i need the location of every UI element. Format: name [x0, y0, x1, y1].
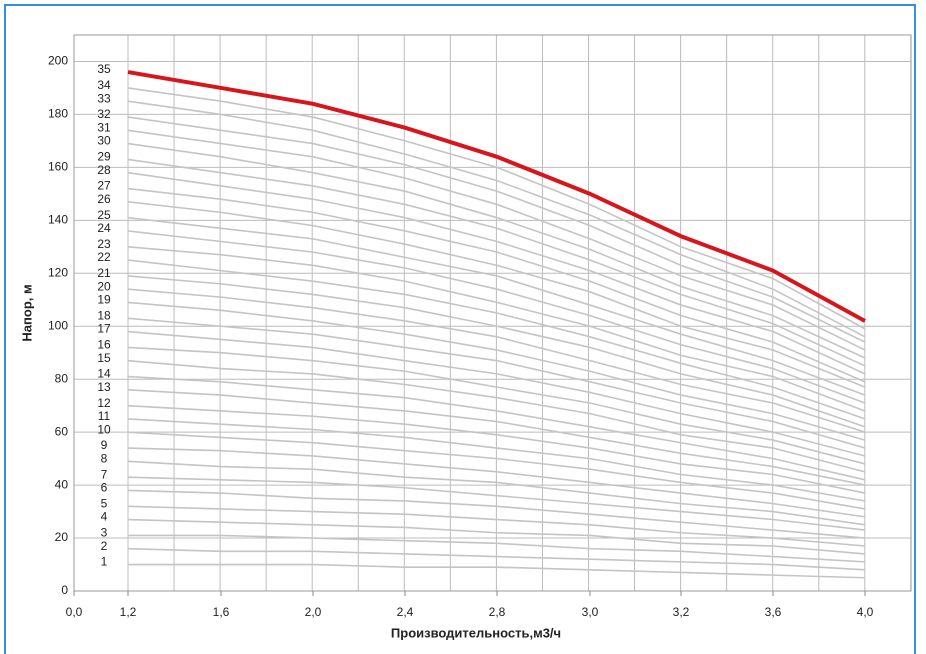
- y-tick-label: 180: [48, 107, 68, 121]
- series-label: 18: [97, 308, 111, 322]
- series-label: 25: [97, 208, 111, 222]
- series-label: 34: [97, 78, 111, 92]
- series-label: 9: [101, 438, 108, 452]
- x-tick-label: 2,4: [397, 605, 414, 619]
- series-label: 12: [97, 396, 111, 410]
- series-label: 7: [101, 467, 108, 481]
- series-label: 13: [97, 380, 111, 394]
- series-label: 8: [101, 451, 108, 465]
- series-line: [127, 70, 866, 323]
- x-axis-title: Производительность,м3/ч: [391, 625, 561, 640]
- series-label: 20: [97, 279, 111, 293]
- series-label: 6: [101, 481, 108, 495]
- y-tick-label: 80: [55, 371, 69, 385]
- series-label: 15: [97, 351, 111, 365]
- series-line: [128, 534, 866, 563]
- x-tick-label: 1,6: [213, 605, 230, 619]
- series-line: [127, 431, 866, 510]
- series-label: 35: [97, 62, 111, 76]
- y-tick-label: 0: [61, 583, 68, 597]
- y-tick-label: 100: [48, 318, 68, 332]
- series-line: [127, 116, 866, 343]
- series-label: 14: [97, 367, 111, 381]
- series-label: 5: [101, 496, 108, 510]
- series-label: 16: [97, 338, 111, 352]
- series-label: 17: [97, 322, 111, 336]
- series-label: 1: [101, 555, 108, 569]
- series-line: [127, 187, 866, 383]
- series-line: [127, 216, 866, 396]
- series-label: 3: [101, 526, 108, 540]
- series-label: 30: [97, 134, 111, 148]
- series-line: [127, 230, 866, 404]
- x-tick-label: 3,0: [582, 605, 599, 619]
- series-label: 26: [97, 192, 111, 206]
- series-label: 28: [97, 163, 111, 177]
- y-tick-label: 160: [48, 160, 68, 174]
- x-tick-label: 2,0: [305, 605, 322, 619]
- series-line: [127, 129, 866, 351]
- series-line: [127, 447, 866, 518]
- series-line: [127, 317, 866, 449]
- series-label: 24: [97, 221, 111, 235]
- series-line: [127, 100, 866, 338]
- series-line: [127, 404, 866, 494]
- series-line: [127, 246, 866, 412]
- series-line: [127, 201, 866, 388]
- series-label: 4: [101, 510, 108, 524]
- series-line: [127, 259, 866, 420]
- y-tick-label: 20: [55, 530, 69, 544]
- plot-border: [73, 34, 912, 592]
- series-line: [127, 547, 866, 571]
- series-line: [127, 158, 866, 367]
- series-line: [127, 476, 866, 531]
- y-tick-label: 40: [55, 477, 69, 491]
- series-line: [127, 275, 866, 428]
- y-tick-label: 60: [55, 424, 69, 438]
- series-label: 33: [97, 91, 111, 105]
- series-label: 2: [101, 539, 108, 553]
- series-label: 32: [97, 107, 111, 121]
- series-line: [127, 418, 866, 502]
- y-tick-label: 140: [48, 213, 68, 227]
- series-line: [127, 460, 866, 526]
- series-line: [127, 288, 866, 433]
- y-tick-label: 120: [48, 265, 68, 279]
- frame: [4, 4, 916, 654]
- series-label: 23: [97, 237, 111, 251]
- series-line: [127, 171, 866, 375]
- y-axis-title: Напор, м: [19, 284, 34, 341]
- series-line: [127, 301, 866, 441]
- x-tick-label: 1,2: [120, 605, 137, 619]
- series-line: [127, 359, 866, 473]
- series-label: 11: [98, 409, 111, 423]
- series-label: 27: [97, 179, 111, 193]
- series-line: [127, 87, 866, 330]
- series-line: [127, 489, 866, 539]
- series-line: [128, 563, 866, 579]
- series-line: [127, 330, 866, 457]
- x-tick-label: 3,2: [673, 605, 690, 619]
- series-line: [127, 505, 866, 547]
- x-tick-label: 0,0: [66, 605, 83, 619]
- series-line: [127, 375, 866, 481]
- x-tick-label: 4,0: [857, 605, 874, 619]
- series-line: [127, 518, 866, 555]
- series-label: 21: [97, 266, 111, 280]
- y-tick-label: 200: [48, 54, 68, 68]
- series-label: 19: [97, 293, 111, 307]
- series-label: 22: [97, 250, 111, 264]
- series-line: [127, 142, 866, 359]
- x-tick-label: 3,6: [765, 605, 782, 619]
- x-tick-label: 2,8: [489, 605, 506, 619]
- series-line: [127, 388, 866, 486]
- series-label: 29: [97, 150, 111, 164]
- series-label: 31: [97, 120, 111, 134]
- series-line: [127, 346, 866, 465]
- series-label: 10: [97, 422, 111, 436]
